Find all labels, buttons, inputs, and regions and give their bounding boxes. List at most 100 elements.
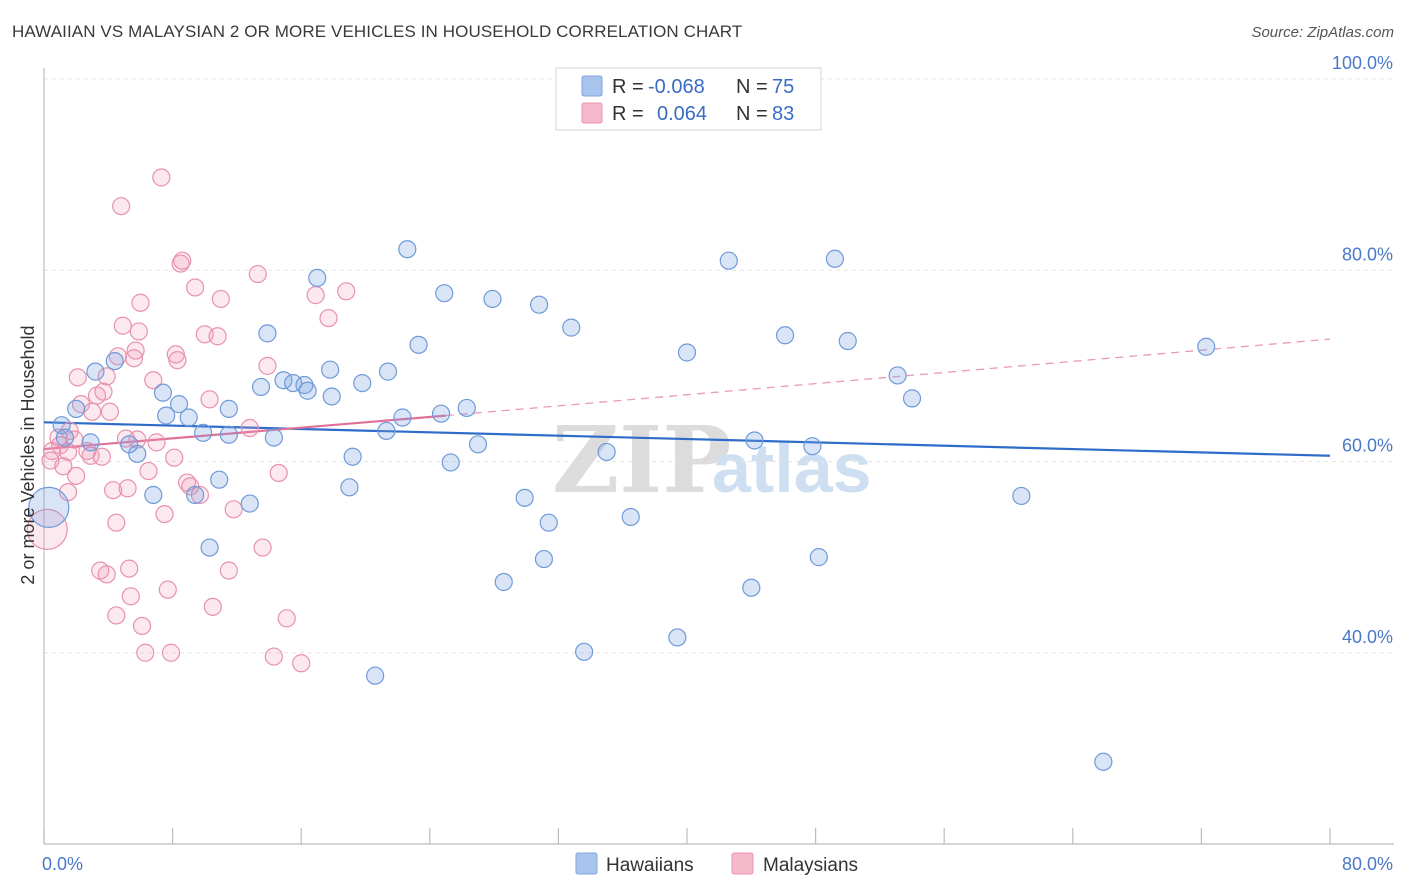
malaysian-point	[269, 463, 288, 483]
hawaiian-point	[55, 428, 74, 447]
malaysian-point	[190, 485, 210, 505]
malaysian-point	[124, 349, 144, 368]
hawaiian-point	[157, 406, 176, 425]
malaysian-point	[306, 286, 325, 305]
legend-swatch-hawaiians	[581, 75, 603, 97]
y-tick-label: 80.0%	[1342, 244, 1393, 264]
malaysian-point	[131, 293, 150, 312]
hawaiian-point	[210, 470, 229, 489]
y-tick-label: 40.0%	[1342, 627, 1393, 647]
hawaiian-point	[494, 572, 513, 592]
malaysian-point	[158, 580, 177, 599]
malaysian-point	[203, 597, 222, 616]
correlation-legend: R = -0.068 N = 75 R = 0.064 N = 83	[555, 67, 822, 131]
hawaiian-point	[775, 326, 795, 345]
malaysian-point	[97, 565, 116, 584]
malaysian-point	[186, 278, 205, 297]
hawaiian-point	[321, 360, 340, 379]
malaysian-point	[264, 647, 283, 666]
malaysian-point	[139, 461, 158, 481]
hawaiian-point	[534, 549, 554, 569]
hawaiian-point	[621, 507, 640, 527]
hawaiian-point	[431, 404, 451, 423]
hawaiian-point	[457, 398, 476, 418]
hawaiian-point	[809, 548, 828, 567]
malaysian-point	[104, 481, 123, 500]
malaysian-point	[118, 479, 137, 498]
hawaiian-point	[597, 442, 616, 462]
malaysian-point	[132, 616, 152, 636]
hawaiian-point	[353, 373, 372, 393]
hawaiian-point	[240, 494, 259, 513]
hawaiian-point	[441, 453, 460, 472]
hawaiian-point	[219, 425, 238, 444]
legend-n-label-hawaiians: N =	[736, 76, 768, 98]
legend-r-label-hawaiians: R =	[612, 76, 644, 98]
hawaiian-point	[562, 318, 581, 337]
hawaiian-point	[398, 240, 417, 259]
malaysian-point	[165, 448, 184, 467]
malaysian-point	[240, 418, 259, 438]
series-legend: Hawaiians Malaysians	[575, 852, 858, 876]
malaysian-point	[136, 643, 155, 662]
grid-lines	[44, 78, 1394, 654]
malaysian-point	[337, 282, 356, 301]
hawaiian-point	[888, 366, 907, 385]
malaysian-point	[219, 561, 238, 580]
hawaiian-points	[28, 240, 1216, 771]
hawaiian-point	[298, 381, 317, 400]
malaysian-point	[67, 466, 86, 485]
hawaiian-point	[539, 513, 558, 532]
malaysian-point	[253, 538, 272, 557]
hawaiian-point	[194, 423, 213, 442]
hawaiian-point	[200, 538, 219, 557]
malaysian-point	[68, 368, 87, 387]
legend-r-value-malaysians: 0.064	[657, 103, 707, 125]
hawaiian-point	[366, 666, 385, 685]
hawaiian-point	[668, 628, 687, 647]
hawaiian-point	[81, 433, 100, 452]
hawaiian-point	[251, 377, 271, 397]
watermark-zip: ZIP	[552, 406, 731, 514]
malaysian-point	[208, 327, 227, 346]
hawaiian-point	[1197, 337, 1216, 356]
malaysian-point	[97, 367, 116, 386]
axes	[43, 68, 1394, 845]
hawaiian-point	[86, 362, 105, 381]
malaysian-point	[121, 587, 140, 606]
hawaiian-point	[28, 486, 70, 528]
malaysian-point	[83, 402, 102, 421]
y-tick-label: 60.0%	[1342, 436, 1393, 456]
legend-swatch-malaysians	[581, 102, 603, 124]
x-tick-labels: 0.0% 80.0%	[42, 854, 1393, 874]
hawaiian-point	[530, 295, 549, 314]
malaysian-point	[155, 504, 174, 524]
hawaiian-point	[308, 268, 327, 287]
malaysian-point	[248, 264, 267, 284]
hawaiian-point	[515, 488, 534, 507]
malaysian-point	[161, 643, 181, 662]
malaysian-point	[107, 513, 126, 532]
malaysian-point	[54, 457, 73, 476]
hawaiian-point	[393, 408, 412, 427]
hawaiian-point	[179, 408, 198, 427]
hawaiian-point	[803, 437, 822, 456]
hawaiian-point	[838, 331, 857, 351]
hawaiian-point	[219, 399, 238, 419]
malaysian-point	[200, 390, 219, 409]
hawaiian-point	[144, 485, 163, 505]
malaysian-trend-extension	[445, 338, 1331, 417]
hawaiian-point	[483, 289, 502, 309]
hawaiian-point	[575, 642, 594, 661]
hawaiian-point	[468, 435, 488, 454]
hawaiian-point	[409, 335, 428, 354]
hawaiian-point	[742, 578, 761, 597]
source-label: Source: ZipAtlas.com	[1251, 24, 1394, 41]
hawaiian-point	[1012, 486, 1031, 506]
legend-r-value-hawaiians: -0.068	[648, 76, 705, 98]
malaysian-point	[168, 351, 187, 370]
hawaiian-point	[378, 362, 398, 381]
x-tick-label: 0.0%	[42, 854, 83, 874]
hawaiian-point	[284, 373, 303, 393]
legend-n-value-hawaiians: 75	[772, 76, 794, 98]
